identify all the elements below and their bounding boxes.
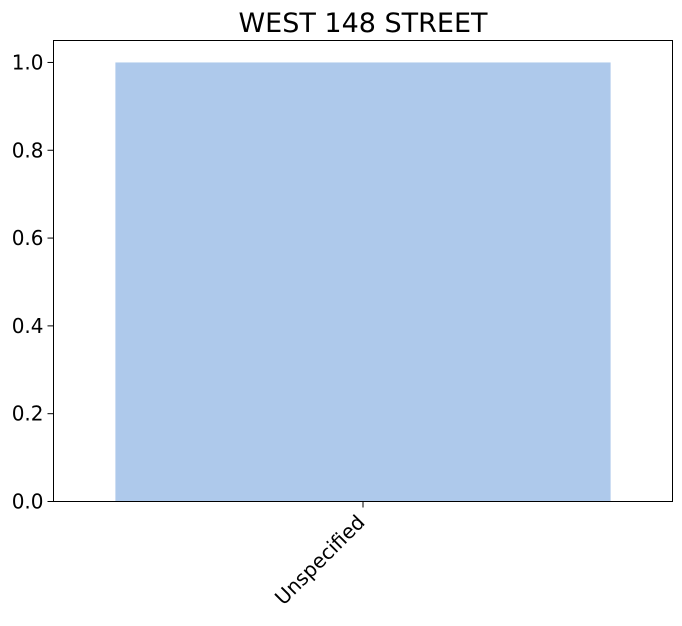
y-tick-label: 0.8	[12, 138, 44, 162]
x-tick-label: Unspecified	[270, 510, 370, 610]
y-axis: 0.0 0.2 0.4 0.6 0.8 1.0	[12, 50, 54, 514]
y-tick-label: 0.6	[12, 226, 44, 250]
plot-frame	[53, 40, 673, 502]
x-axis: Unspecified	[270, 501, 370, 610]
y-tick-label: 0.2	[12, 402, 44, 426]
y-tick-label: 1.0	[12, 50, 44, 74]
y-tick-label: 0.0	[12, 490, 44, 514]
bar-unspecified	[115, 62, 611, 502]
bars-layer	[115, 62, 611, 502]
y-tick-label: 0.4	[12, 314, 44, 338]
chart-title: WEST 148 STREET	[238, 8, 488, 39]
